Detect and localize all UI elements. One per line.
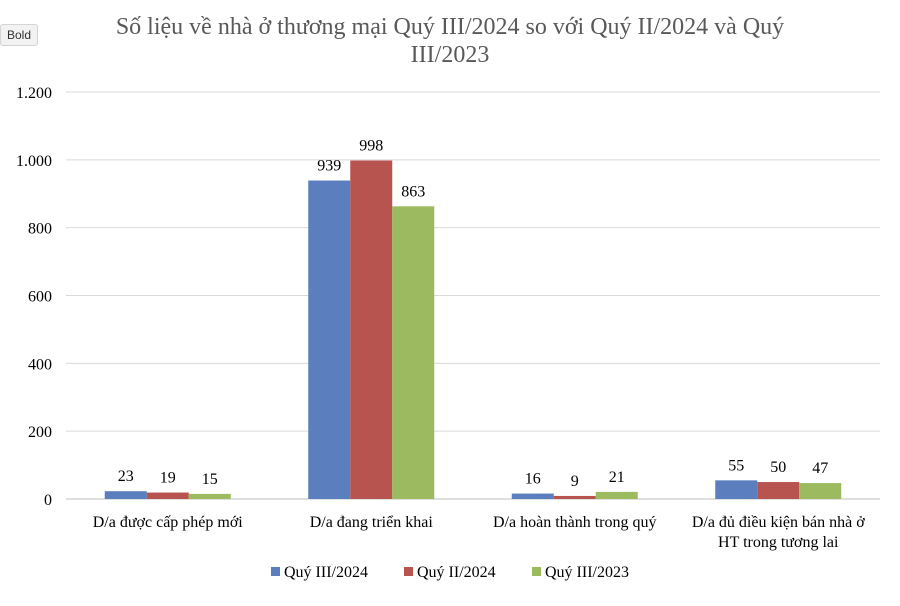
data-label: 863 bbox=[401, 183, 425, 200]
data-label: 15 bbox=[202, 471, 218, 488]
y-tick-label: 800 bbox=[28, 221, 52, 238]
data-label: 50 bbox=[770, 459, 786, 476]
x-axis-categories: D/a được cấp phép mới D/a đang triển khai… bbox=[93, 514, 865, 551]
bar bbox=[799, 483, 842, 499]
bold-tooltip: Bold bbox=[0, 24, 39, 46]
legend-swatch bbox=[271, 567, 280, 576]
data-label: 9 bbox=[571, 473, 579, 490]
data-label: 16 bbox=[525, 471, 541, 488]
chart-title-line: III/2023 bbox=[411, 42, 490, 68]
y-tick-label: 1.000 bbox=[16, 153, 52, 170]
data-label: 998 bbox=[359, 138, 383, 155]
data-labels: 23 19 15 939 998 863 16 9 21 55 50 47 bbox=[118, 138, 829, 490]
y-tick-label: 600 bbox=[28, 289, 52, 306]
y-tick-label: 200 bbox=[28, 424, 52, 441]
bar bbox=[511, 493, 554, 499]
data-label: 55 bbox=[728, 457, 744, 474]
x-category-label: D/a đang triển khai bbox=[310, 514, 434, 531]
gridlines bbox=[66, 91, 880, 500]
legend-label: Quý III/2024 bbox=[284, 564, 368, 581]
bar bbox=[104, 491, 147, 499]
y-tick-label: 0 bbox=[44, 492, 52, 509]
bar bbox=[757, 482, 800, 499]
legend-label: Quý III/2023 bbox=[545, 564, 629, 581]
x-category-label: D/a hoàn thành trong quý bbox=[493, 514, 657, 531]
chart-title-line: Số liệu về nhà ở thương mại Quý III/2024… bbox=[116, 14, 784, 40]
bar bbox=[553, 495, 596, 499]
bar bbox=[188, 493, 231, 499]
x-category-label: HT trong tương lai bbox=[718, 534, 839, 551]
bar bbox=[308, 180, 351, 499]
chart-title: Số liệu về nhà ở thương mại Quý III/2024… bbox=[116, 14, 784, 68]
data-label: 939 bbox=[317, 158, 341, 175]
legend-label: Quý II/2024 bbox=[417, 564, 496, 581]
y-axis-ticks: 0 200 400 600 800 1.000 1.200 bbox=[16, 85, 52, 509]
bar bbox=[350, 160, 393, 500]
data-label: 19 bbox=[160, 470, 176, 487]
x-category-label: D/a được cấp phép mới bbox=[93, 514, 244, 531]
x-category-label: D/a đủ điều kiện bán nhà ở bbox=[692, 514, 865, 531]
y-tick-label: 1.200 bbox=[16, 85, 52, 102]
data-label: 21 bbox=[609, 469, 625, 486]
y-tick-label: 400 bbox=[28, 356, 52, 373]
legend-swatch bbox=[532, 567, 541, 576]
bar bbox=[392, 206, 435, 499]
data-label: 47 bbox=[812, 460, 828, 477]
data-label: 23 bbox=[118, 468, 134, 485]
legend-swatch bbox=[404, 567, 413, 576]
bar bbox=[595, 491, 638, 499]
bar bbox=[146, 492, 189, 499]
legend: Quý III/2024 Quý II/2024 Quý III/2023 bbox=[271, 564, 629, 581]
bars bbox=[104, 160, 842, 500]
bar bbox=[715, 480, 758, 499]
